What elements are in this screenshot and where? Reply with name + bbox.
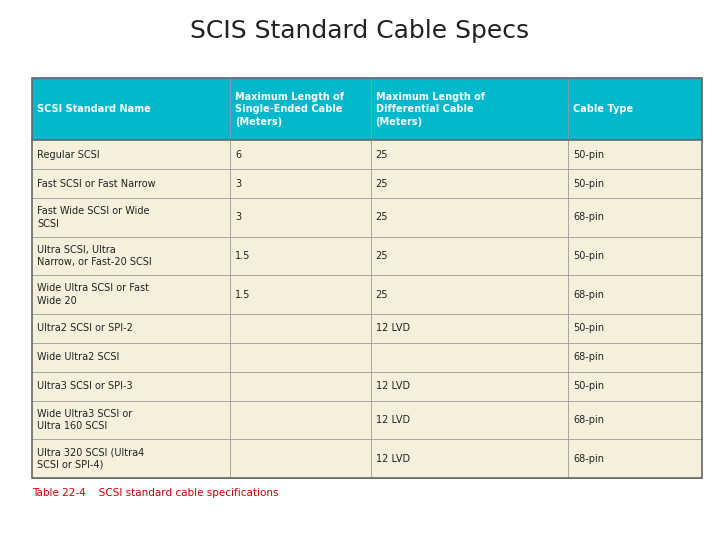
Bar	[230, 314, 371, 343]
Bar	[371, 198, 568, 237]
Bar	[371, 440, 568, 478]
Text: 25: 25	[376, 289, 388, 300]
Text: Wide Ultra2 SCSI: Wide Ultra2 SCSI	[37, 352, 120, 362]
Text: 1.5: 1.5	[235, 251, 251, 261]
Text: 50-pin: 50-pin	[573, 179, 604, 188]
Bar	[568, 198, 702, 237]
Text: Cable Type: Cable Type	[573, 104, 634, 114]
Bar	[371, 169, 568, 198]
Text: 12 LVD: 12 LVD	[376, 415, 410, 425]
Bar	[230, 275, 371, 314]
Bar	[230, 343, 371, 372]
Bar	[32, 140, 230, 169]
Bar	[230, 440, 371, 478]
Bar	[568, 401, 702, 440]
Text: 68-pin: 68-pin	[573, 212, 604, 222]
Text: 25: 25	[376, 179, 388, 188]
Text: Maximum Length of
Single-Ended Cable
(Meters): Maximum Length of Single-Ended Cable (Me…	[235, 92, 344, 127]
Bar	[371, 401, 568, 440]
Bar	[371, 140, 568, 169]
Text: 6: 6	[235, 150, 241, 160]
Text: 12 LVD: 12 LVD	[376, 323, 410, 333]
Bar	[32, 237, 230, 275]
Bar	[32, 169, 230, 198]
Bar	[32, 275, 230, 314]
Text: 68-pin: 68-pin	[573, 352, 604, 362]
Text: Maximum Length of
Differential Cable
(Meters): Maximum Length of Differential Cable (Me…	[376, 92, 485, 127]
Bar	[32, 314, 230, 343]
Text: Ultra3 SCSI or SPI-3: Ultra3 SCSI or SPI-3	[37, 381, 133, 391]
Text: 50-pin: 50-pin	[573, 381, 604, 391]
Bar	[568, 78, 702, 140]
Bar	[568, 237, 702, 275]
Bar	[568, 372, 702, 401]
Bar	[568, 343, 702, 372]
Text: 3: 3	[235, 212, 241, 222]
Bar	[230, 78, 371, 140]
Bar	[32, 78, 702, 478]
Bar	[371, 343, 568, 372]
Bar	[32, 78, 230, 140]
Text: Ultra 320 SCSI (Ultra4
SCSI or SPI-4): Ultra 320 SCSI (Ultra4 SCSI or SPI-4)	[37, 448, 145, 470]
Bar	[32, 401, 230, 440]
Text: 50-pin: 50-pin	[573, 251, 604, 261]
Bar	[230, 372, 371, 401]
Text: 68-pin: 68-pin	[573, 454, 604, 464]
Text: Fast SCSI or Fast Narrow: Fast SCSI or Fast Narrow	[37, 179, 156, 188]
Text: 25: 25	[376, 251, 388, 261]
Text: 12 LVD: 12 LVD	[376, 381, 410, 391]
Bar	[568, 169, 702, 198]
Bar	[568, 275, 702, 314]
Text: 25: 25	[376, 150, 388, 160]
Bar	[230, 237, 371, 275]
Bar	[568, 140, 702, 169]
Bar	[371, 237, 568, 275]
Text: SCSI Standard Name: SCSI Standard Name	[37, 104, 151, 114]
Text: 12 LVD: 12 LVD	[376, 454, 410, 464]
Text: Ultra SCSI, Ultra
Narrow, or Fast-20 SCSI: Ultra SCSI, Ultra Narrow, or Fast-20 SCS…	[37, 245, 152, 267]
Text: 68-pin: 68-pin	[573, 289, 604, 300]
Text: 25: 25	[376, 212, 388, 222]
Bar	[230, 169, 371, 198]
Text: Wide Ultra SCSI or Fast
Wide 20: Wide Ultra SCSI or Fast Wide 20	[37, 284, 150, 306]
Bar	[32, 372, 230, 401]
Text: Wide Ultra3 SCSI or
Ultra 160 SCSI: Wide Ultra3 SCSI or Ultra 160 SCSI	[37, 409, 132, 431]
Bar	[371, 372, 568, 401]
Text: Fast Wide SCSI or Wide
SCSI: Fast Wide SCSI or Wide SCSI	[37, 206, 150, 228]
Text: Table 22-4    SCSI standard cable specifications: Table 22-4 SCSI standard cable specifica…	[32, 488, 279, 498]
Text: 50-pin: 50-pin	[573, 323, 604, 333]
Bar	[568, 314, 702, 343]
Bar	[32, 198, 230, 237]
Bar	[230, 198, 371, 237]
Bar	[230, 140, 371, 169]
Text: SCIS Standard Cable Specs: SCIS Standard Cable Specs	[190, 19, 530, 43]
Text: Regular SCSI: Regular SCSI	[37, 150, 100, 160]
Bar	[32, 440, 230, 478]
Text: 68-pin: 68-pin	[573, 415, 604, 425]
Bar	[371, 78, 568, 140]
Bar	[371, 275, 568, 314]
Bar	[32, 343, 230, 372]
Text: 50-pin: 50-pin	[573, 150, 604, 160]
Text: 3: 3	[235, 179, 241, 188]
Text: Ultra2 SCSI or SPI-2: Ultra2 SCSI or SPI-2	[37, 323, 133, 333]
Text: 1.5: 1.5	[235, 289, 251, 300]
Bar	[230, 401, 371, 440]
Bar	[371, 314, 568, 343]
Bar	[568, 440, 702, 478]
